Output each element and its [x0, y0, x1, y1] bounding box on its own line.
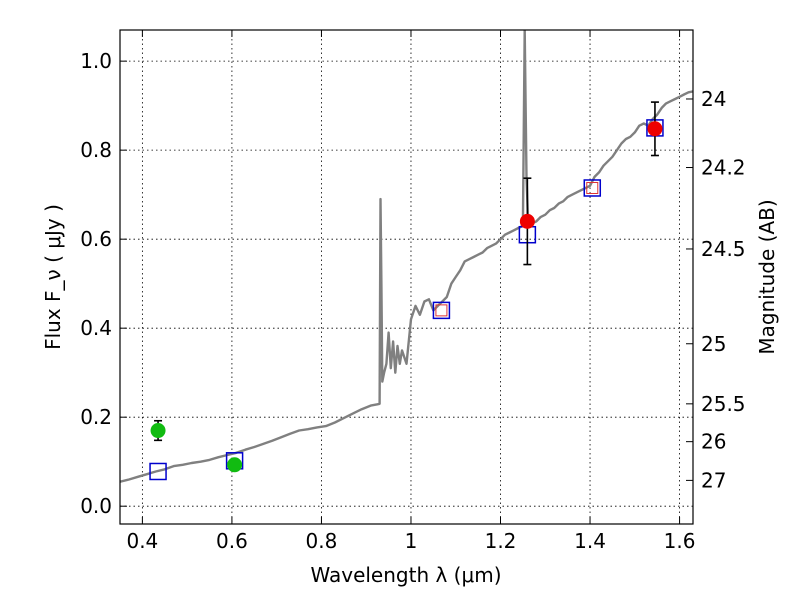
right-y-tick-label: 24.2 [701, 156, 746, 180]
y-tick-label: 1.0 [80, 49, 112, 73]
model-spectrum-line [120, 30, 693, 483]
right-y-axis-label: Magnitude (AB) [755, 199, 779, 354]
x-tick-label: 1 [405, 529, 418, 553]
x-tick-label: 1.4 [574, 529, 606, 553]
model-photometry-square [149, 462, 167, 481]
y-tick-label: 0.0 [80, 494, 112, 518]
observed-red-point [519, 213, 535, 229]
x-tick-label: 1.2 [485, 529, 517, 553]
inner-red-square [435, 304, 448, 317]
y-tick-label: 0.2 [80, 405, 112, 429]
grid [120, 30, 693, 524]
y-tick-label: 0.6 [80, 227, 112, 251]
y-axis-label: Flux F_ν ( μJy ) [41, 204, 65, 350]
model-photometry-square [432, 301, 451, 320]
plot-area [120, 30, 693, 483]
right-y-tick-label: 24.5 [701, 237, 746, 261]
x-tick-label: 0.8 [306, 529, 338, 553]
observed-green-point [150, 423, 166, 439]
observed-red-point [647, 121, 663, 137]
observed-green-point [227, 457, 243, 473]
plot-frame [119, 29, 694, 525]
x-tick-label: 0.6 [216, 529, 248, 553]
model-photometry-square [583, 179, 602, 197]
right-y-tick-label: 25.5 [701, 392, 746, 416]
x-axis-label: Wavelength λ (μm) [310, 563, 501, 587]
y-tick-label: 0.4 [80, 316, 112, 340]
x-tick-label: 1.6 [664, 529, 696, 553]
ticks: 0.4 0.6 0.8 1 1.2 1.4 1.6 0.0 0.2 0.4 0.6 0.8 1.0 24 2… [80, 30, 746, 553]
right-y-tick-label: 25 [701, 332, 726, 356]
right-y-tick-label: 26 [701, 430, 726, 454]
x-tick-label: 0.4 [126, 529, 158, 553]
y-tick-label: 0.8 [80, 138, 112, 162]
right-y-tick-label: 24 [701, 87, 726, 111]
inner-red-square [586, 181, 599, 194]
right-y-tick-label: 27 [701, 468, 726, 492]
